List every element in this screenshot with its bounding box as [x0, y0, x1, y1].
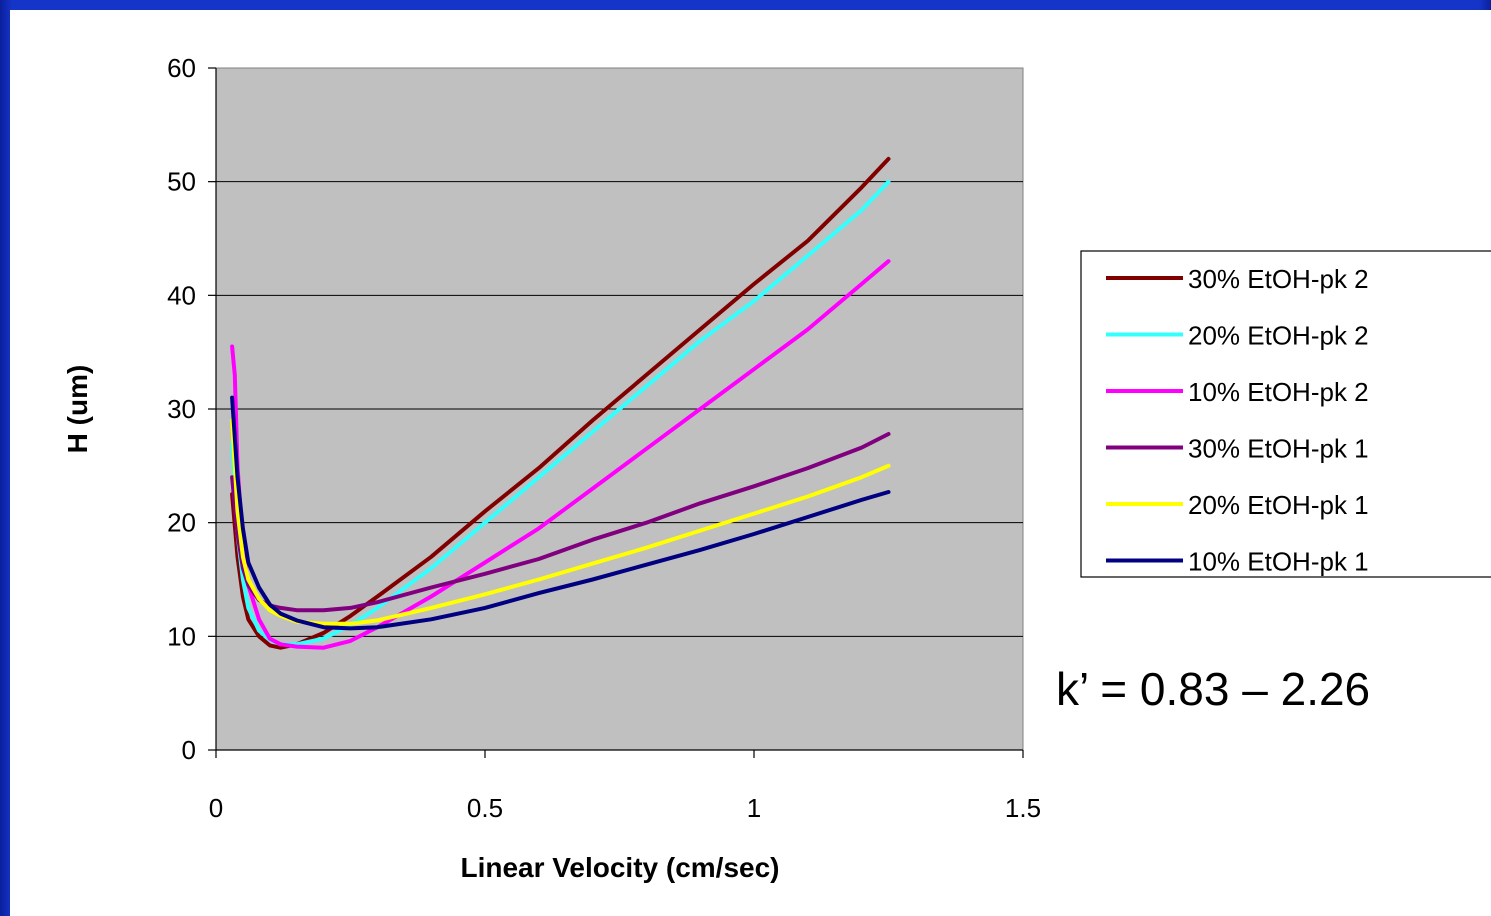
x-tick-label: 0 — [209, 793, 223, 823]
legend-label: 30% EtOH-pk 2 — [1188, 264, 1369, 294]
y-axis-title: H (um) — [62, 365, 93, 454]
legend-label: 30% EtOH-pk 1 — [1188, 434, 1369, 464]
y-tick-label: 20 — [167, 508, 196, 538]
y-ticks: 0 10 20 30 40 50 60 — [167, 53, 216, 765]
y-tick-label: 0 — [182, 735, 196, 765]
y-tick-label: 60 — [167, 53, 196, 83]
series-lines — [230, 156, 891, 650]
series-line-1 — [230, 156, 891, 650]
legend-label: 20% EtOH-pk 1 — [1188, 490, 1369, 520]
x-axis-title: Linear Velocity (cm/sec) — [460, 852, 779, 883]
series-line-4 — [230, 432, 891, 613]
legend-box — [1080, 250, 1491, 578]
y-tick-label: 30 — [167, 394, 196, 424]
series-line-2 — [230, 179, 891, 647]
slide-canvas: 0 10 20 30 40 50 60 0 0.5 1 1.5 Linear Velocity (… — [10, 10, 1491, 916]
line-chart: 0 10 20 30 40 50 60 0 0.5 1 1.5 Linear Velocity (… — [62, 53, 1491, 883]
y-tick-label: 10 — [167, 621, 196, 651]
k-prime-annotation: k’ = 0.83 – 2.26 — [1056, 663, 1370, 715]
series-line-6 — [230, 395, 891, 631]
y-tick-label: 50 — [167, 167, 196, 197]
legend-label: 20% EtOH-pk 2 — [1188, 321, 1369, 351]
legend: 30% EtOH-pk 2 20% EtOH-pk 2 10% EtOH-pk 2 3… — [1080, 250, 1491, 578]
x-ticks: 0 0.5 1 1.5 — [209, 750, 1041, 823]
legend-label: 10% EtOH-pk 2 — [1188, 377, 1369, 407]
x-tick-label: 0.5 — [467, 793, 503, 823]
y-tick-label: 40 — [167, 280, 196, 310]
x-tick-label: 1.5 — [1005, 793, 1041, 823]
series-line-5 — [230, 418, 891, 626]
legend-label: 10% EtOH-pk 1 — [1188, 547, 1369, 577]
x-tick-label: 1 — [747, 793, 761, 823]
